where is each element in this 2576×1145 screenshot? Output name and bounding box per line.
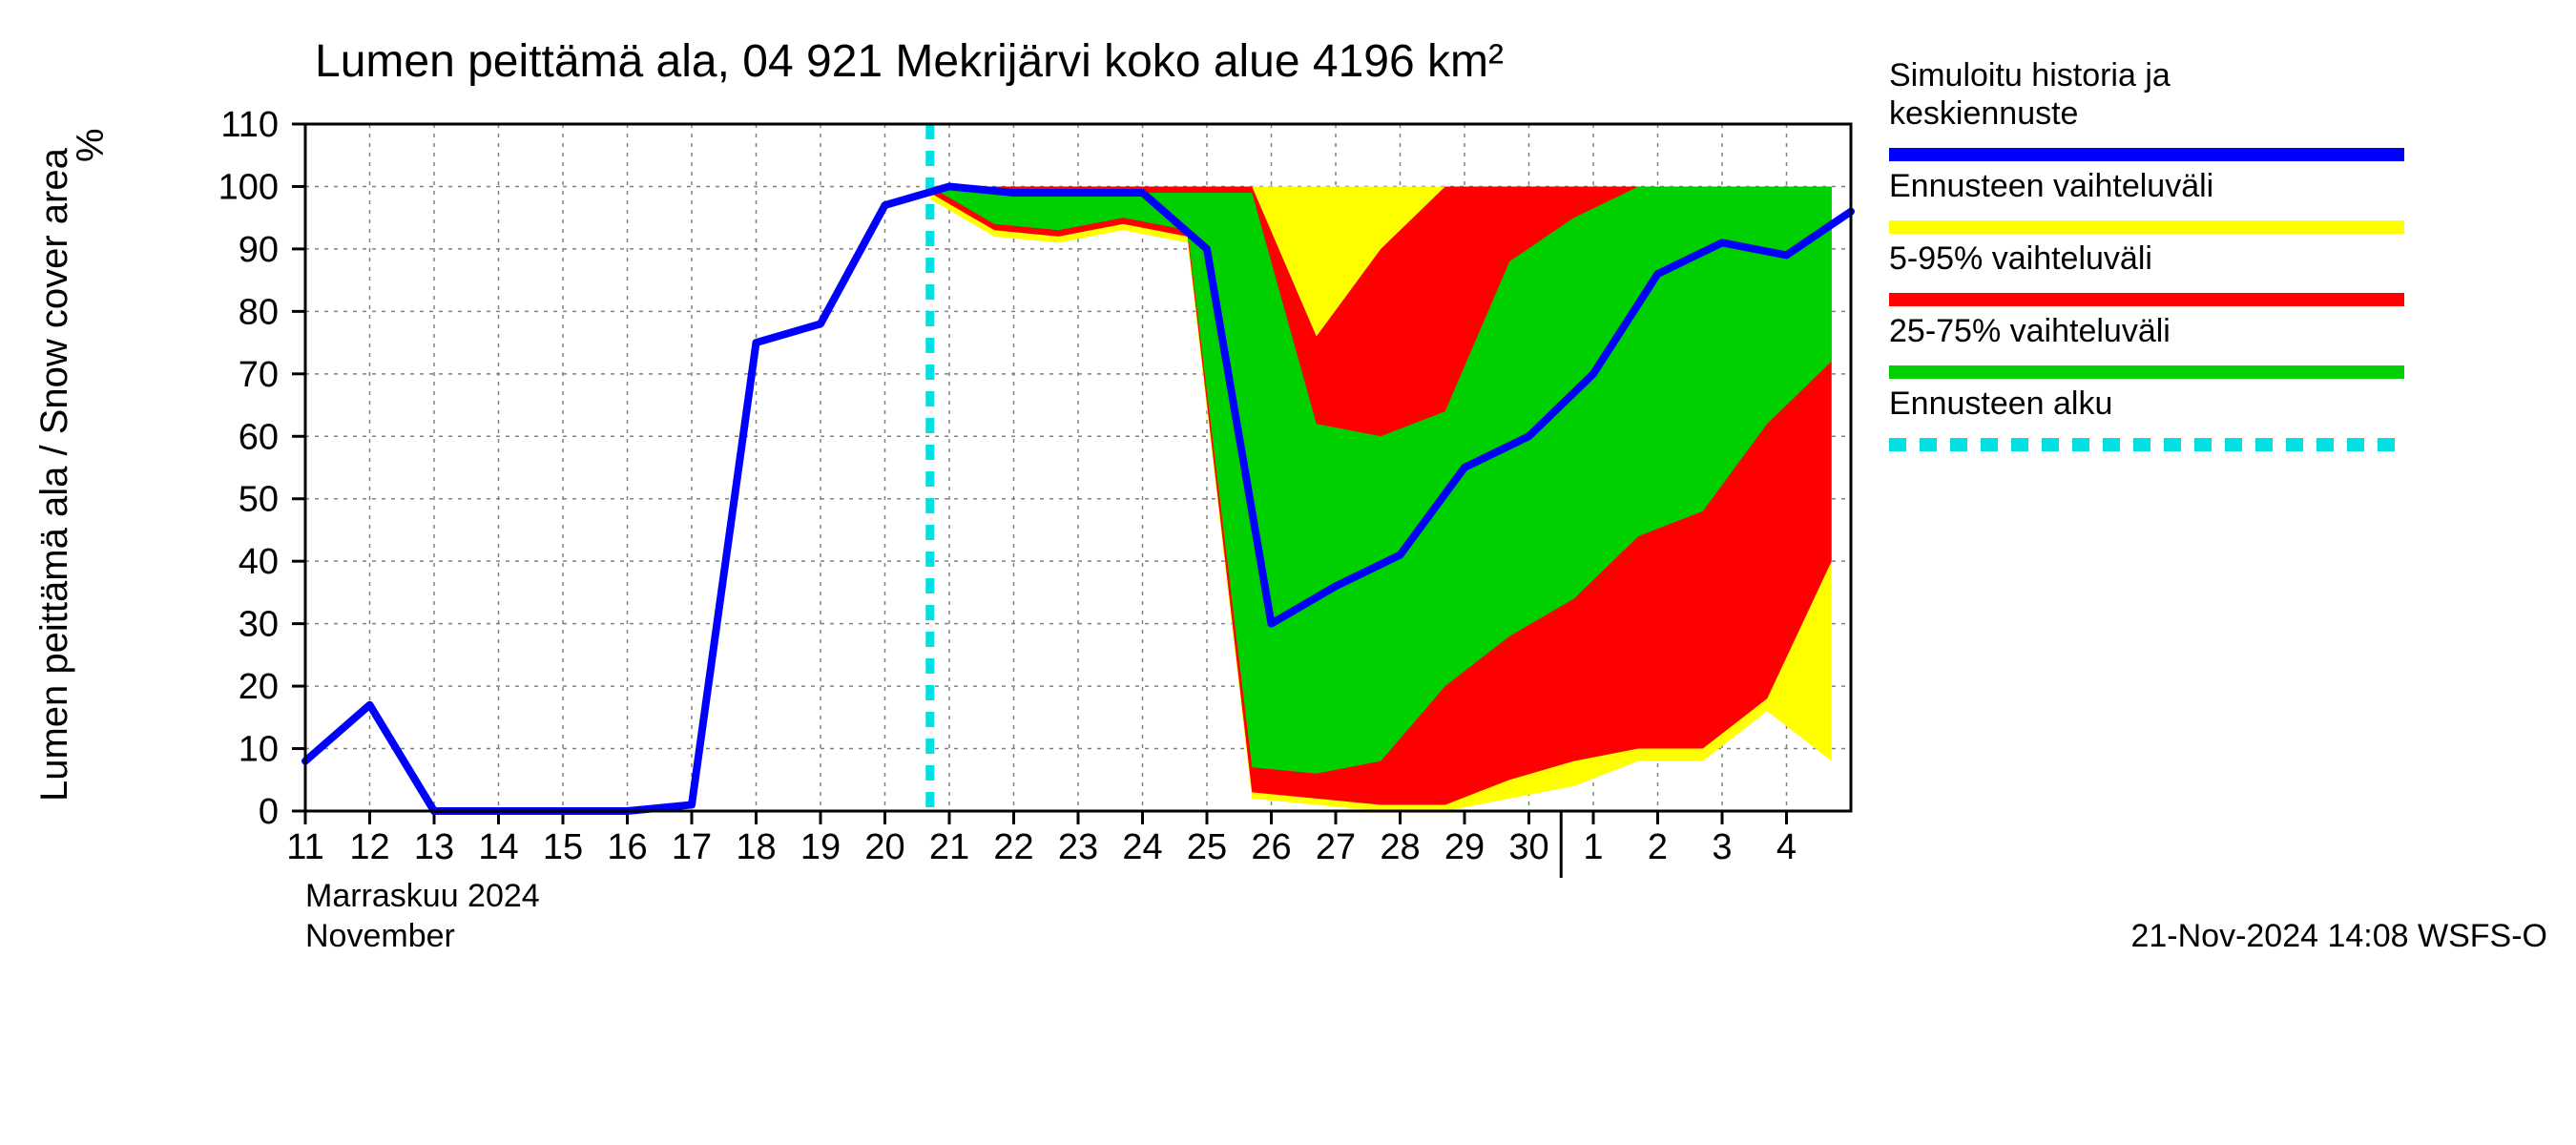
y-tick-label: 110	[220, 105, 279, 145]
x-tick-label: 22	[993, 827, 1033, 867]
y-tick-label: 90	[239, 230, 279, 270]
x-tick-label: 20	[864, 827, 904, 867]
x-tick-label: 17	[672, 827, 712, 867]
y-tick-label: 30	[239, 605, 279, 645]
y-axis-label: Lumen peittämä ala / Snow cover area	[33, 147, 75, 802]
x-tick-label: 15	[543, 827, 583, 867]
x-month-en: November	[305, 918, 455, 954]
y-tick-label: 50	[239, 480, 279, 520]
y-unit-label: %	[70, 128, 112, 162]
x-tick-label: 13	[414, 827, 454, 867]
x-tick-label: 25	[1187, 827, 1227, 867]
x-tick-label: 12	[349, 827, 389, 867]
y-tick-label: 10	[239, 730, 279, 770]
chart-svg: Lumen peittämä ala, 04 921 Mekrijärvi ko…	[0, 0, 2576, 1145]
x-tick-label: 2	[1648, 827, 1668, 867]
x-tick-label: 24	[1122, 827, 1162, 867]
y-tick-label: 100	[218, 167, 279, 207]
x-tick-label: 3	[1712, 827, 1732, 867]
legend-forecast-start-label: Ennusteen alku	[1889, 385, 2112, 422]
x-month-fi: Marraskuu 2024	[305, 878, 540, 914]
x-tick-label: 30	[1508, 827, 1548, 867]
x-tick-label: 27	[1316, 827, 1356, 867]
legend-full-label: Ennusteen vaihteluväli	[1889, 168, 2213, 204]
x-tick-label: 21	[929, 827, 969, 867]
x-tick-label: 16	[607, 827, 647, 867]
snow-cover-chart: Lumen peittämä ala, 04 921 Mekrijärvi ko…	[0, 0, 2576, 1145]
x-tick-label: 19	[800, 827, 841, 867]
x-tick-label: 1	[1583, 827, 1603, 867]
x-tick-label: 18	[736, 827, 776, 867]
chart-title: Lumen peittämä ala, 04 921 Mekrijärvi ko…	[315, 36, 1504, 87]
legend-sim-label: Simuloitu historia ja	[1889, 57, 2171, 94]
x-tick-label: 26	[1251, 827, 1291, 867]
legend-5-95-label: 5-95% vaihteluväli	[1889, 240, 2152, 277]
x-tick-label: 23	[1058, 827, 1098, 867]
y-tick-label: 0	[259, 792, 279, 832]
x-tick-label: 28	[1380, 827, 1420, 867]
x-tick-label: 4	[1776, 827, 1797, 867]
y-tick-label: 20	[239, 667, 279, 707]
x-tick-label: 29	[1444, 827, 1485, 867]
footer-timestamp: 21-Nov-2024 14:08 WSFS-O	[2130, 918, 2547, 954]
x-tick-label: 11	[286, 827, 323, 867]
legend-sim-label: keskiennuste	[1889, 95, 2078, 132]
y-tick-label: 40	[239, 542, 279, 582]
y-tick-label: 80	[239, 292, 279, 332]
x-tick-label: 14	[478, 827, 518, 867]
legend-25-75-label: 25-75% vaihteluväli	[1889, 313, 2171, 349]
y-tick-label: 70	[239, 355, 279, 395]
y-tick-label: 60	[239, 417, 279, 457]
